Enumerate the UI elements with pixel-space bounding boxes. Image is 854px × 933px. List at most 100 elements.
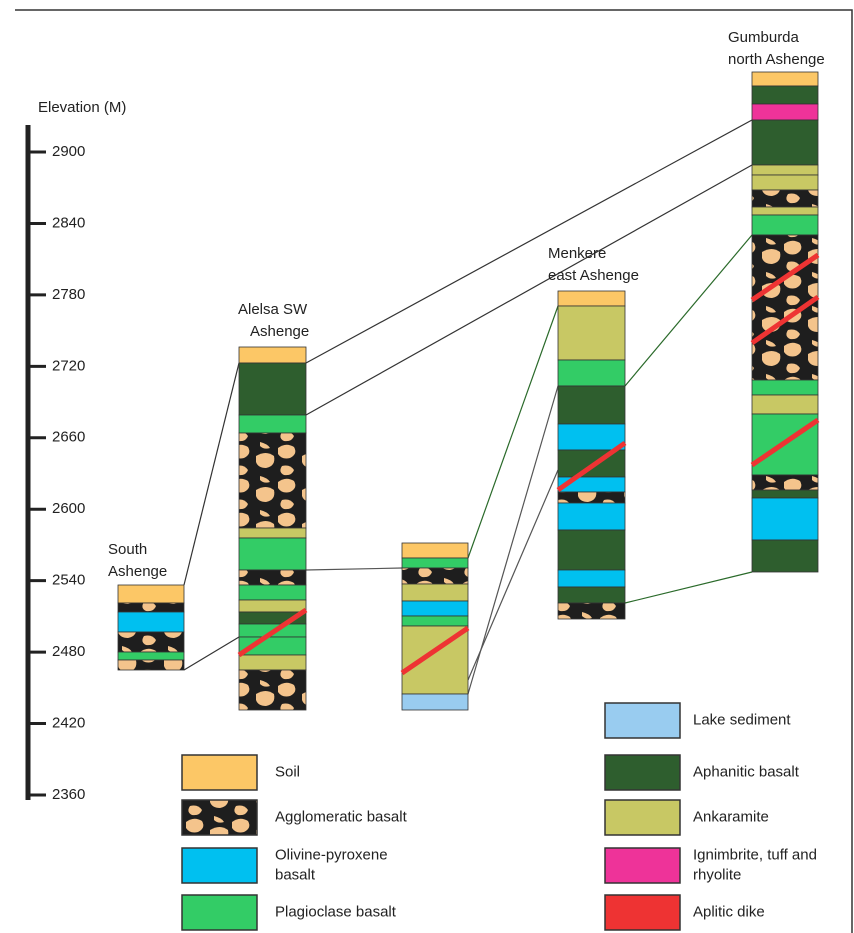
layer bbox=[557, 290, 626, 307]
layer bbox=[238, 654, 307, 671]
correlation-line bbox=[183, 636, 240, 671]
dike bbox=[750, 417, 820, 468]
legend-label: Lake sediment bbox=[693, 711, 791, 728]
legend-swatch bbox=[604, 894, 681, 931]
legend-label: basalt bbox=[275, 866, 316, 883]
column-label: Menkere bbox=[548, 245, 606, 262]
tick-label: 2660 bbox=[52, 429, 85, 446]
legend-swatch bbox=[604, 847, 681, 884]
layer bbox=[751, 174, 819, 191]
layer bbox=[751, 85, 819, 105]
column-label: Alelsa SW bbox=[238, 301, 308, 318]
legend-label: Soil bbox=[275, 763, 300, 780]
column-label: Ashenge bbox=[108, 563, 167, 580]
layer bbox=[117, 602, 185, 613]
tick-label: 2540 bbox=[52, 572, 85, 589]
dike bbox=[556, 440, 627, 493]
layer bbox=[751, 103, 819, 121]
layer bbox=[557, 491, 626, 504]
layer bbox=[751, 206, 819, 216]
legend-swatch bbox=[181, 799, 258, 836]
dike bbox=[400, 625, 470, 676]
layer bbox=[557, 423, 626, 451]
layer bbox=[751, 214, 819, 236]
column-label: east Ashenge bbox=[548, 267, 639, 284]
tick-label: 2720 bbox=[52, 357, 85, 374]
layer bbox=[238, 432, 307, 529]
legend-label: Aplitic dike bbox=[693, 903, 765, 920]
correlation-line bbox=[305, 567, 403, 571]
correlation-line bbox=[183, 362, 240, 586]
layer bbox=[557, 359, 626, 387]
layer bbox=[751, 474, 819, 491]
legend-label: rhyolite bbox=[693, 866, 741, 883]
legend-label: Olivine-pyroxene bbox=[275, 846, 388, 863]
layer bbox=[238, 537, 307, 571]
layer bbox=[117, 659, 185, 671]
correlation-lines bbox=[183, 119, 753, 695]
tick-label: 2780 bbox=[52, 286, 85, 303]
layer bbox=[557, 502, 626, 531]
legend-swatch bbox=[181, 894, 258, 931]
legend-swatch bbox=[604, 754, 681, 791]
layer bbox=[401, 693, 469, 711]
layer bbox=[401, 600, 469, 617]
layer bbox=[751, 539, 819, 573]
layer bbox=[238, 346, 307, 364]
layer bbox=[751, 71, 819, 87]
columns bbox=[117, 71, 820, 711]
layer bbox=[117, 651, 185, 661]
layer bbox=[238, 362, 307, 416]
dike bbox=[750, 294, 820, 346]
layer bbox=[751, 489, 819, 499]
layer bbox=[238, 527, 307, 539]
layer bbox=[238, 414, 307, 434]
frame bbox=[15, 9, 853, 933]
layer bbox=[401, 567, 469, 585]
tick-label: 2360 bbox=[52, 786, 85, 803]
layer bbox=[751, 497, 819, 541]
tick-label: 2420 bbox=[52, 715, 85, 732]
tick-label: 2600 bbox=[52, 500, 85, 517]
layer bbox=[401, 615, 469, 627]
legend-swatch bbox=[604, 702, 681, 739]
layer bbox=[401, 542, 469, 559]
correlation-line bbox=[305, 164, 753, 416]
layer bbox=[401, 583, 469, 602]
layer bbox=[557, 586, 626, 604]
legend-swatch bbox=[181, 847, 258, 884]
layer bbox=[751, 379, 819, 396]
column-label: Ashenge bbox=[250, 323, 309, 340]
correlation-line bbox=[467, 305, 559, 559]
layer bbox=[401, 557, 469, 569]
column-label: Gumburda bbox=[728, 29, 800, 46]
correlation-line bbox=[624, 234, 753, 387]
layer bbox=[557, 529, 626, 571]
correlation-line bbox=[624, 571, 753, 604]
tick-label: 2480 bbox=[52, 643, 85, 660]
legend-swatch bbox=[181, 754, 258, 791]
layer bbox=[751, 119, 819, 166]
axis-label: Elevation (M) bbox=[38, 99, 126, 116]
legend-label: Plagioclase basalt bbox=[275, 903, 397, 920]
legend-label: Ankaramite bbox=[693, 808, 769, 825]
layer bbox=[238, 599, 307, 613]
correlation-line bbox=[467, 469, 559, 681]
layer bbox=[238, 569, 307, 586]
correlation-line bbox=[305, 119, 753, 364]
layer bbox=[117, 611, 185, 633]
layer bbox=[751, 394, 819, 415]
layer bbox=[557, 305, 626, 361]
layer bbox=[238, 584, 307, 601]
legend-label: Ignimbrite, tuff and bbox=[693, 846, 817, 863]
legend-swatch bbox=[604, 799, 681, 836]
tick-label: 2840 bbox=[52, 214, 85, 231]
layer bbox=[751, 234, 819, 381]
layer bbox=[238, 669, 307, 711]
layer bbox=[557, 569, 626, 588]
layer bbox=[117, 631, 185, 653]
layer bbox=[751, 164, 819, 176]
legend-label: Aphanitic basalt bbox=[693, 763, 800, 780]
column-label: South bbox=[108, 541, 147, 558]
